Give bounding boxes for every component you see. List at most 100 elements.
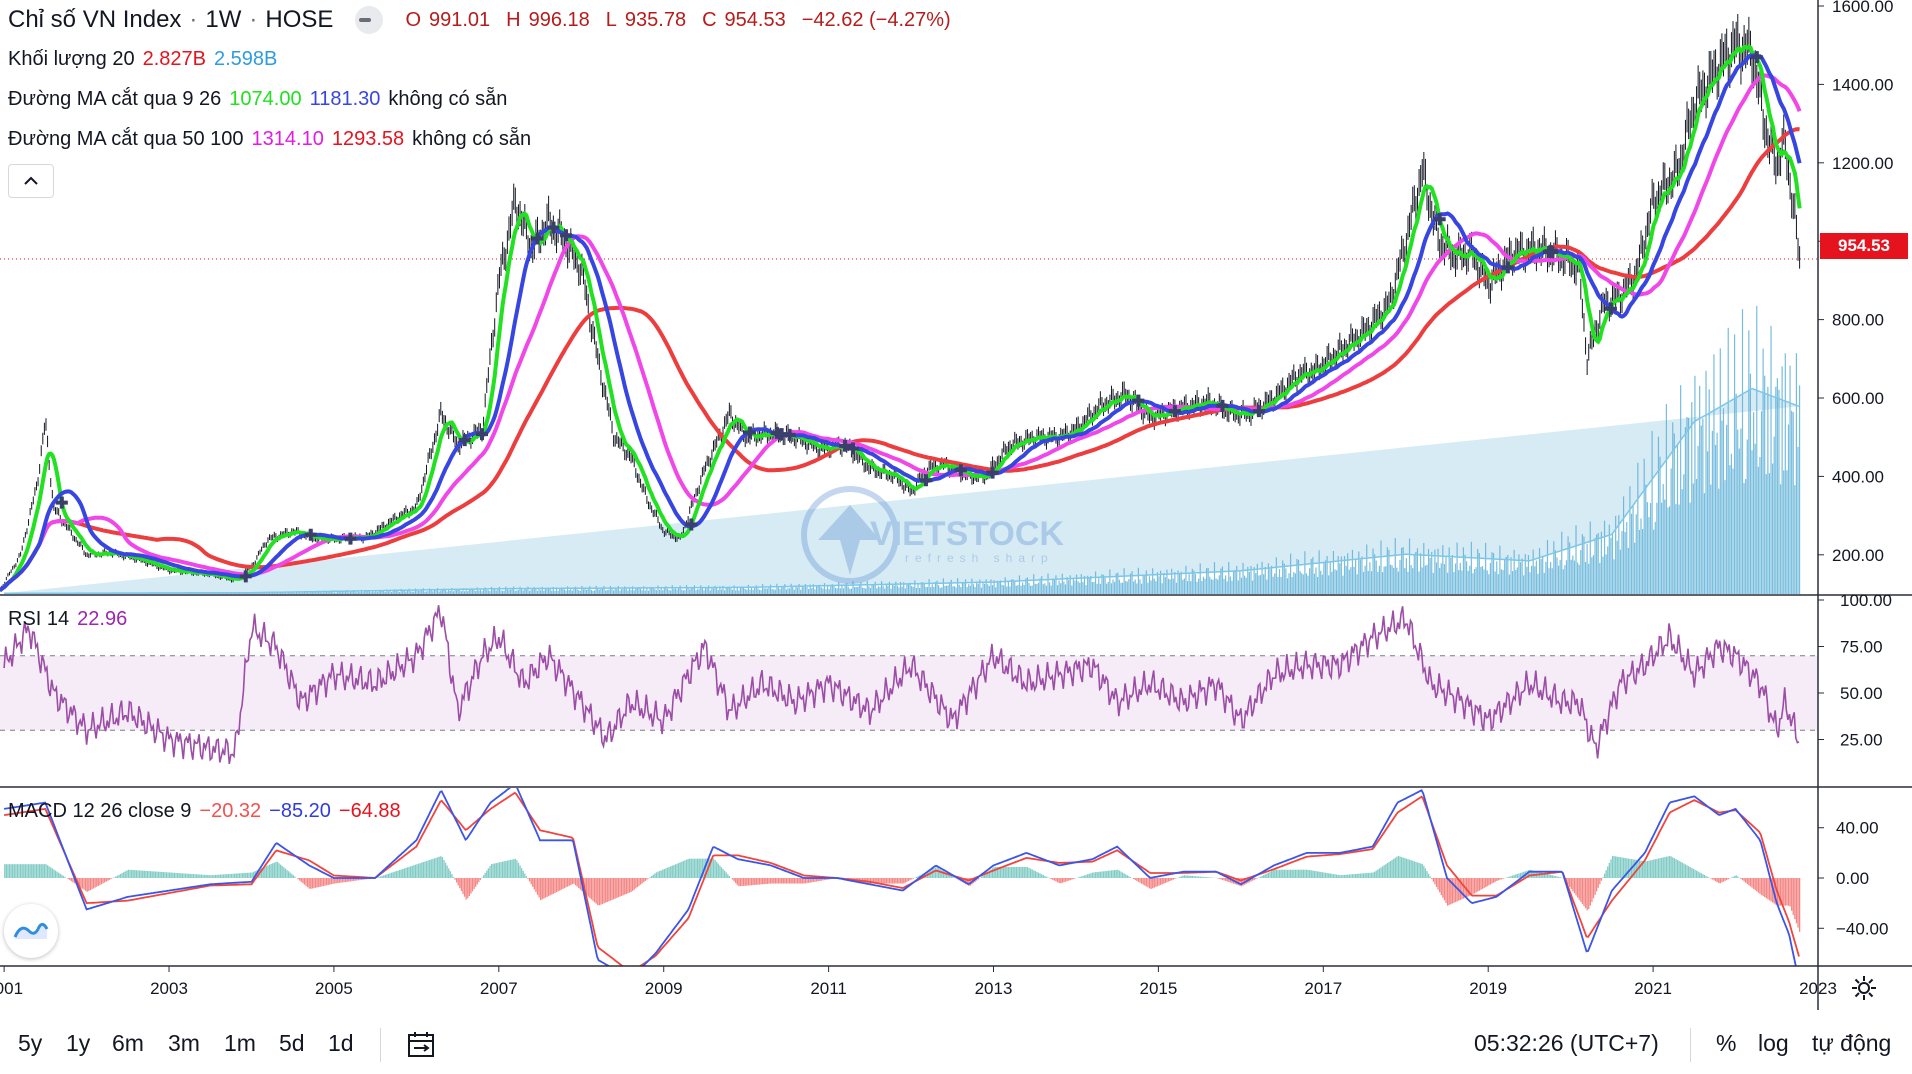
- macd-histogram-bar: [1726, 878, 1728, 881]
- macd-histogram-bar: [108, 878, 111, 880]
- hide-legend-button[interactable]: [355, 6, 384, 34]
- macd-histogram-bar: [1381, 866, 1384, 878]
- volume-bar: [693, 585, 696, 594]
- symbol-name[interactable]: Chỉ số VN Index: [8, 6, 182, 33]
- date-range-button[interactable]: [406, 1030, 436, 1066]
- calendar-range-icon: [408, 1032, 434, 1057]
- macd-histogram-bar: [1107, 870, 1109, 878]
- macd-histogram-bar: [430, 859, 432, 878]
- volume-bar: [1675, 504, 1677, 594]
- macd-histogram-bar: [657, 871, 659, 878]
- macd-histogram-bar: [874, 878, 876, 884]
- volume-bar: [1413, 553, 1415, 594]
- range-6m-button[interactable]: 6m: [112, 1030, 144, 1056]
- volume-bar: [430, 589, 432, 594]
- ma-cross-marker: [1168, 405, 1181, 418]
- macd-histogram-bar: [546, 878, 548, 897]
- rsi-legend[interactable]: RSI 14 22.96: [8, 608, 135, 631]
- macd-histogram-bar: [540, 878, 542, 901]
- volume-bar: [1737, 429, 1739, 594]
- volume-bar: [449, 590, 451, 594]
- macd-histogram-bar: [1034, 871, 1037, 878]
- macd-histogram-bar: [1691, 867, 1693, 878]
- volume-bar: [532, 589, 534, 594]
- macd-histogram-bar: [449, 871, 451, 878]
- volume-bar: [508, 589, 510, 594]
- percent-scale-toggle[interactable]: %: [1716, 1030, 1737, 1056]
- macd-histogram-bar: [19, 864, 22, 878]
- volume-bar: [1724, 480, 1726, 594]
- macd-histogram-bar: [1573, 878, 1576, 894]
- macd-histogram-bar: [99, 878, 101, 886]
- volume-bar: [1719, 348, 1721, 594]
- macd-histogram-bar: [54, 870, 57, 878]
- volume-bar: [1672, 422, 1674, 594]
- volume-bar: [793, 589, 795, 594]
- volume-bar: [1340, 556, 1342, 594]
- macd-histogram-bar: [471, 878, 474, 892]
- volume-bar: [930, 587, 932, 594]
- macd-histogram-bar: [208, 875, 210, 878]
- macd-histogram-bar: [668, 867, 670, 878]
- log-scale-toggle[interactable]: log: [1758, 1030, 1789, 1056]
- macd-histogram-bar: [655, 872, 658, 878]
- volume-bar: [657, 585, 659, 594]
- macd-histogram-bar: [356, 878, 358, 881]
- volume-bar: [565, 590, 567, 594]
- range-1m-button[interactable]: 1m: [224, 1030, 256, 1056]
- range-5d-button[interactable]: 5d: [279, 1030, 305, 1056]
- time-tick-label: 2005: [315, 979, 353, 998]
- macd-histogram-bar: [1115, 869, 1117, 878]
- tradingview-logo-button[interactable]: [4, 904, 58, 958]
- macd-legend[interactable]: MACD 12 26 close 9 −20.32 −85.20 −64.88: [8, 800, 409, 823]
- volume-bar: [1370, 571, 1373, 594]
- macd-histogram-bar: [1339, 875, 1341, 878]
- volume-bar: [1749, 373, 1752, 594]
- volume-legend[interactable]: Khối lượng 20 2.827B 2.598B: [8, 48, 285, 71]
- macd-histogram-bar: [1478, 878, 1480, 891]
- volume-bar: [1071, 585, 1073, 594]
- rsi-pane[interactable]: [0, 605, 1818, 765]
- volume-bar: [1722, 408, 1725, 594]
- ma-cross-marker: [1604, 302, 1617, 315]
- ma-cross-9-26-legend[interactable]: Đường MA cắt qua 9 26 1074.00 1181.30 kh…: [8, 88, 515, 111]
- volume-bar: [606, 589, 608, 594]
- macd-histogram-bar: [35, 864, 38, 878]
- range-1d-button[interactable]: 1d: [328, 1030, 354, 1056]
- volume-bar: [276, 592, 279, 594]
- ma-cross-50-100-legend[interactable]: Đường MA cắt qua 50 100 1314.10 1293.58 …: [8, 128, 539, 151]
- volume-bar: [918, 587, 921, 594]
- volume-bar: [605, 590, 607, 594]
- macd-histogram-bar: [1386, 863, 1389, 878]
- macd-pane[interactable]: [3, 784, 1801, 981]
- range-5y-button[interactable]: 5y: [18, 1030, 43, 1056]
- macd-histogram-bar: [1531, 870, 1533, 878]
- macd-histogram-bar: [592, 878, 594, 901]
- volume-bar: [1740, 428, 1742, 594]
- range-3m-button[interactable]: 3m: [168, 1030, 200, 1056]
- macd-histogram-bar: [823, 878, 826, 881]
- macd-histogram-bar: [1599, 878, 1601, 885]
- volume-bar: [576, 589, 578, 594]
- macd-histogram-bar: [1405, 858, 1408, 878]
- clock-timezone[interactable]: 05:32:26 (UTC+7): [1474, 1030, 1659, 1056]
- macd-histogram-bar: [1591, 878, 1593, 902]
- macd-histogram-bar: [272, 863, 274, 878]
- volume-bar: [471, 589, 474, 594]
- volume-bar: [720, 589, 722, 594]
- volume-bar: [762, 584, 764, 594]
- volume-bar: [364, 591, 366, 594]
- macd-histogram-bar: [94, 878, 96, 888]
- volume-bar: [1323, 562, 1325, 594]
- chart-settings-button[interactable]: [1846, 970, 1882, 1006]
- macd-histogram-bar: [790, 878, 792, 884]
- collapse-legend-button[interactable]: [8, 164, 54, 198]
- volume-bar: [1726, 424, 1728, 594]
- macd-histogram-bar: [211, 875, 214, 878]
- auto-scale-toggle[interactable]: tự động: [1812, 1030, 1892, 1056]
- range-1y-button[interactable]: 1y: [66, 1030, 91, 1056]
- price-pane[interactable]: [0, 13, 1818, 592]
- interval[interactable]: 1W: [205, 6, 242, 33]
- macd-histogram-bar: [1407, 859, 1409, 878]
